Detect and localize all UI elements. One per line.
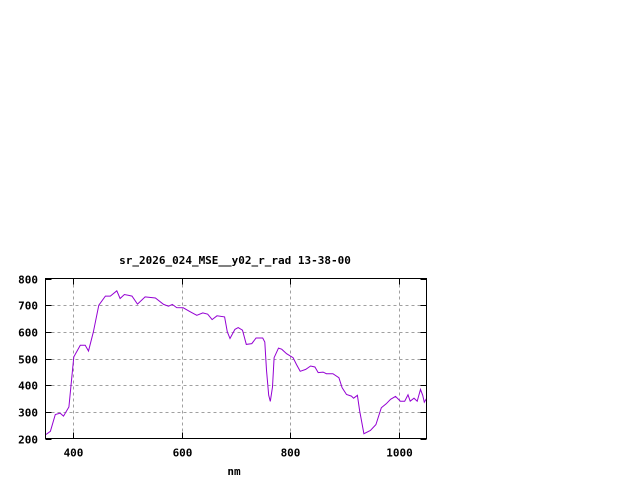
x-tick-label: 800: [281, 447, 301, 460]
plot-frame: [45, 278, 427, 439]
y-tick-label: 400: [18, 380, 38, 393]
y-tick-label: 200: [18, 434, 38, 447]
y-tick-label: 600: [18, 327, 38, 340]
x-tick-label: 1000: [386, 447, 413, 460]
y-tick-label: 300: [18, 407, 38, 420]
series-line: [45, 289, 427, 435]
grid: [45, 278, 427, 439]
x-tick-label: 400: [64, 447, 84, 460]
x-tick-label: 600: [173, 447, 193, 460]
x-axis-label: nm: [227, 465, 241, 478]
ticks: 200 300 400 500 600 700 800 400 600 800 1000: [18, 274, 427, 460]
y-tick-label: 800: [18, 274, 38, 287]
y-tick-label: 500: [18, 354, 38, 367]
chart-title: sr_2026_024_MSE__y02_r_rad 13-38-00: [119, 254, 351, 267]
y-tick-label: 700: [18, 300, 38, 313]
